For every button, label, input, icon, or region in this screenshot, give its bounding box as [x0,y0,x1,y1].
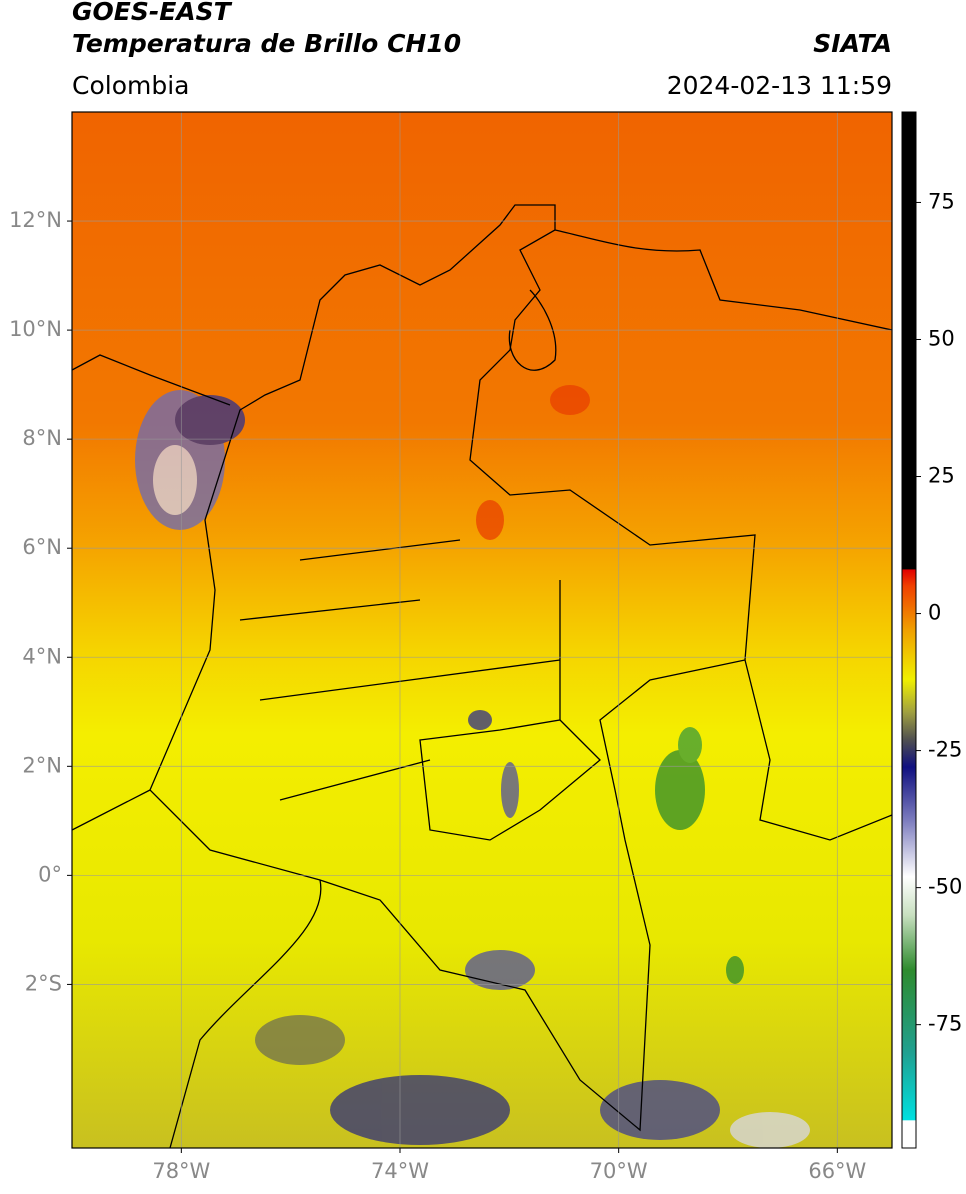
lon-tick-label: 74°W [371,1159,429,1183]
colorbar-tick-label: 25 [928,464,955,488]
lat-tick-label: 10°N [9,317,62,341]
lon-tick-label: 78°W [152,1159,210,1183]
lat-tick-label: 2°N [22,753,62,777]
source: SIATA [813,29,892,58]
colorbar-tick-label: 50 [928,326,955,350]
timestamp: 2024-02-13 11:59 [667,71,892,100]
subtitle: Temperatura de Brillo CH10 [72,29,461,58]
map-frame [71,111,893,1149]
satellite-image [72,112,892,1148]
lon-tick-label: 66°W [808,1159,866,1183]
graticule [72,112,892,1148]
lat-tick-label: 2°S [25,971,62,995]
lat-tick-label: 12°N [9,208,62,232]
lon-tick-label: 70°W [590,1159,648,1183]
clouds [135,385,810,1148]
colorbar [901,111,917,1149]
lat-tick-label: 8°N [22,426,62,450]
lat-tick-label: 0° [38,862,62,886]
brightness-field [72,112,892,1148]
colorbar-tick-label: -25 [928,738,962,762]
colorbar-tick-label: 0 [928,601,941,625]
lat-tick-label: 6°N [22,535,62,559]
title: GOES-EAST [72,0,233,26]
colorbar-tick-label: -50 [928,875,962,899]
lat-tick-label: 4°N [22,644,62,668]
region: Colombia [72,71,189,100]
colorbar-tick-label: -75 [928,1012,962,1036]
boundaries [72,204,892,1148]
colorbar-tick-label: 75 [928,189,955,213]
